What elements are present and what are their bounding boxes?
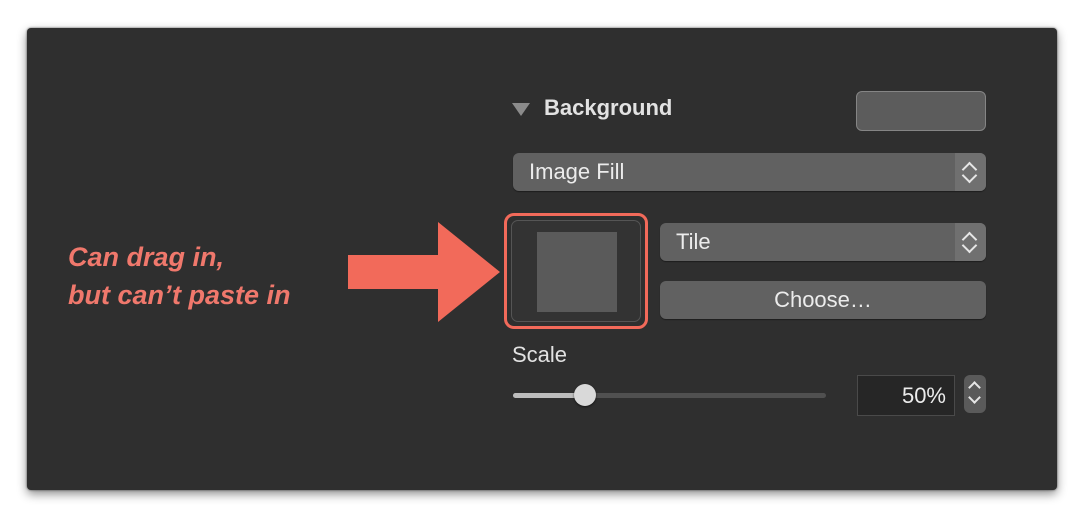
chevron-down-icon xyxy=(968,391,981,404)
section-title: Background xyxy=(544,95,673,120)
background-color-well[interactable] xyxy=(856,91,986,131)
scale-label: Scale xyxy=(512,342,568,367)
tile-mode-label: Tile xyxy=(676,229,711,254)
image-well[interactable] xyxy=(511,220,641,322)
annotation-line-2: but can’t paste in xyxy=(68,280,291,310)
scale-value-field[interactable]: 50% xyxy=(857,375,955,416)
annotation-line-1: Can drag in, xyxy=(68,242,225,272)
scale-slider[interactable] xyxy=(513,384,826,406)
scale-stepper[interactable] xyxy=(964,375,986,413)
disclosure-triangle-icon[interactable] xyxy=(512,103,530,116)
right-arrow-icon xyxy=(348,222,500,322)
tile-mode-popup[interactable]: Tile xyxy=(660,223,986,261)
image-thumbnail xyxy=(537,232,617,312)
slider-knob[interactable] xyxy=(573,384,596,406)
choose-button[interactable]: Choose… xyxy=(660,281,986,319)
image-well-highlight xyxy=(504,213,648,329)
up-down-chevron-icon xyxy=(955,223,986,261)
annotation-text: Can drag in, but can’t paste in xyxy=(68,238,291,314)
fill-type-label: Image Fill xyxy=(529,159,625,184)
fill-type-popup[interactable]: Image Fill xyxy=(513,153,986,191)
slider-fill xyxy=(513,393,585,398)
up-down-chevron-icon xyxy=(955,153,986,191)
